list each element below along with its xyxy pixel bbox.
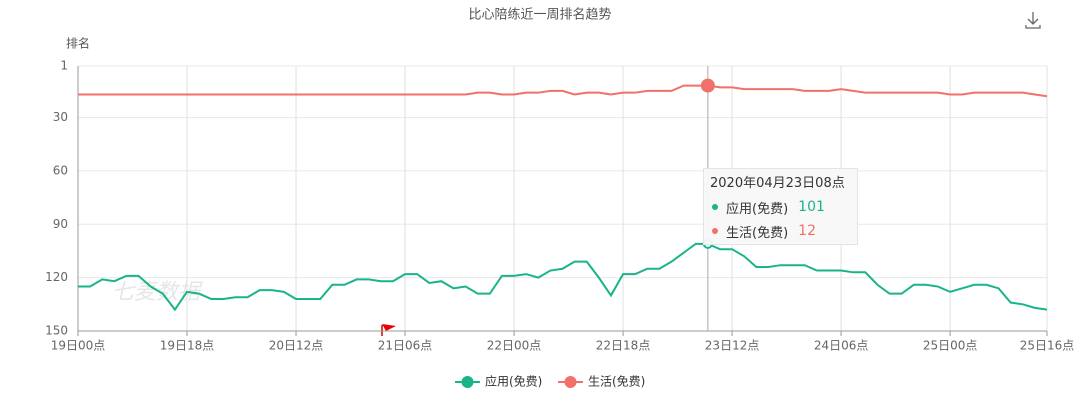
x-tick-label: 24日06点 (814, 339, 869, 353)
y-axis-label: 排名 (66, 36, 90, 51)
x-tick-label: 22日18点 (596, 339, 651, 353)
legend: 应用(免费) 生活(免费) (455, 374, 645, 389)
x-tick-label: 19日18点 (160, 339, 215, 353)
x-tick-label: 25日16点 (1020, 339, 1075, 353)
flag (381, 324, 396, 336)
y-tick-label: 1 (60, 59, 68, 73)
y-tick-label: 90 (53, 217, 68, 231)
download-icon[interactable] (1025, 12, 1041, 29)
x-tick-label: 25日00点 (923, 339, 978, 353)
legend-marker (564, 376, 577, 388)
tooltip-value: 101 (798, 199, 825, 215)
y-tick-label: 60 (53, 163, 68, 177)
y-tick-label: 30 (53, 110, 68, 124)
x-tick-label: 22日00点 (487, 339, 542, 353)
tooltip-title: 2020年04月23日08点 (710, 176, 845, 191)
legend-label: 生活(免费) (588, 374, 645, 389)
tooltip-dot (712, 228, 718, 234)
y-tick-label: 120 (45, 270, 68, 284)
tooltip: 2020年04月23日08点 应用(免费) 101 生活(免费) 12 (703, 168, 858, 245)
y-tick-label: 150 (45, 324, 68, 338)
tooltip-row: 生活(免费) 12 (710, 219, 851, 243)
x-tick-label: 20日12点 (269, 339, 324, 353)
x-tick-label: 21日06点 (378, 339, 433, 353)
tooltip-series: 应用(免费) (726, 201, 789, 217)
x-tick-label: 23日12点 (705, 339, 760, 353)
tooltip-series: 生活(免费) (726, 225, 789, 241)
series-line (78, 242, 1048, 312)
legend-marker (461, 376, 474, 388)
tooltip-row: 应用(免费) 101 (710, 195, 851, 219)
tooltip-value: 12 (798, 223, 816, 239)
x-tick-label: 19日00点 (51, 339, 106, 353)
hover-point (700, 78, 715, 93)
chart-title: 比心陪练近一周排名趋势 (468, 7, 611, 23)
tooltip-dot (712, 204, 718, 210)
legend-label: 应用(免费) (485, 374, 542, 389)
series-line (78, 84, 1048, 98)
